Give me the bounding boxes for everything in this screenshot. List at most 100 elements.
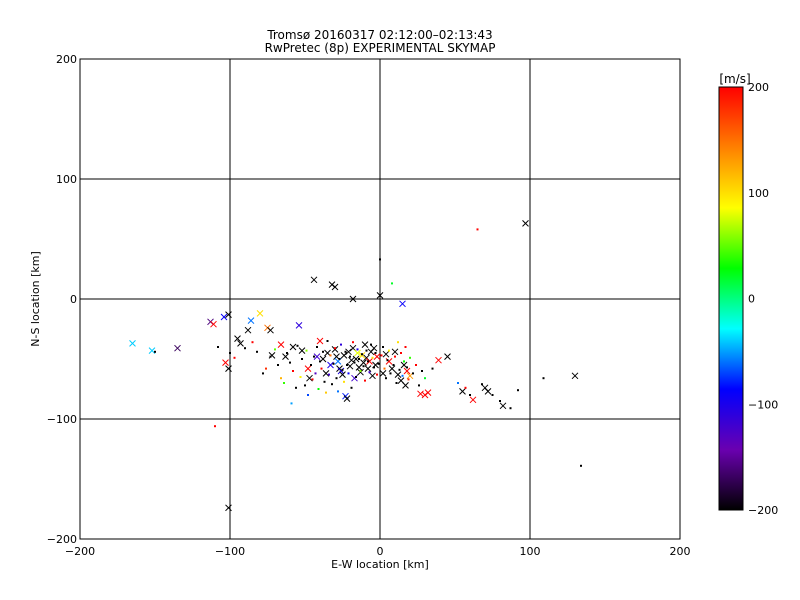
data-point-cross [370,344,378,352]
data-point-cross [304,365,312,372]
marker-fill [476,228,479,231]
marker-stroke [397,377,405,384]
marker-stroke [295,322,303,329]
marker-fill [361,353,363,356]
marker-fill [457,382,459,384]
marker-fill [334,347,336,350]
data-point-cross [417,390,424,398]
marker-fill [229,352,231,354]
x-tick-label: 100 [520,545,541,558]
data-point-dot [509,407,512,410]
data-point-dot [286,352,288,354]
data-point-cross [313,353,321,360]
marker-stroke [435,356,442,364]
data-point-cross [402,382,409,389]
marker-fill [380,354,383,357]
marker-fill [344,350,347,353]
marker-stroke [322,370,330,377]
data-point-dot [338,358,341,360]
data-point-cross [354,349,361,357]
marker-fill [364,379,366,382]
marker-stroke [339,371,346,378]
axis-layer: −200 −100 0 100 200 −200 −100 0 100 200 [47,53,691,558]
marker-stroke [220,313,228,321]
marker-fill [233,356,236,359]
data-point-dot [319,360,321,363]
marker-fill [313,355,315,358]
data-point-dot [274,348,276,351]
data-point-cross [234,335,241,342]
marker-fill [251,341,254,344]
marker-fill [412,372,414,375]
data-point-dot [415,364,417,366]
data-point-cross [267,326,274,334]
data-point-dot [299,376,302,378]
marker-stroke [210,320,217,328]
marker-stroke [388,365,396,372]
y-axis-label: N-S location [km] [29,251,42,347]
data-point-dot [350,386,353,389]
data-point-dot [311,378,314,381]
marker-fill [398,368,401,371]
marker-stroke [382,350,390,358]
data-point-dot [476,228,479,231]
chart-title: Tromsø 20160317 02:12:00–02:13:43 [267,28,493,42]
data-point-dot [361,353,363,356]
marker-fill [286,352,288,354]
data-point-cross [174,344,181,352]
marker-fill [347,372,350,375]
data-point-dot [371,356,374,359]
data-point-dot [580,464,582,467]
marker-stroke [304,365,312,372]
marker-fill [542,377,545,380]
data-point-dot [314,372,317,375]
marker-stroke [237,340,244,347]
data-point-dot [320,367,323,370]
data-point-dot [289,361,291,364]
colorbar-tick-label: 200 [748,81,769,94]
marker-stroke [313,353,321,360]
marker-stroke [349,344,357,352]
marker-stroke [225,504,232,512]
data-point-dot [404,346,407,348]
marker-stroke [499,402,507,410]
data-point-dot [397,341,399,344]
points-layer [129,220,582,512]
data-point-cross [366,358,373,365]
data-point-cross [282,353,289,360]
data-point-dot [352,341,354,344]
marker-fill [307,394,309,396]
marker-stroke [298,347,306,354]
marker-fill [431,367,434,370]
marker-fill [469,394,471,396]
marker-stroke [571,372,579,380]
data-point-dot [292,370,294,372]
data-point-cross [331,346,339,353]
data-point-cross [316,337,324,345]
data-point-dot [349,355,351,358]
marker-stroke [370,344,378,352]
colorbar-tick-label: −200 [748,504,778,517]
data-point-dot [269,355,272,358]
marker-fill [280,377,282,380]
data-point-cross [424,389,432,396]
data-point-dot [376,373,378,376]
marker-fill [400,352,402,354]
data-point-dot [395,382,398,384]
x-tick-label: 200 [670,545,691,558]
data-point-cross [394,371,402,378]
marker-fill [277,364,279,366]
data-point-dot [154,350,156,353]
marker-stroke [444,353,451,360]
marker-fill [362,365,365,368]
data-point-cross [376,292,384,299]
colorbar-tick-label: 100 [748,187,769,200]
data-point-dot [316,346,318,348]
data-point-cross [244,326,252,334]
marker-fill [395,382,398,384]
data-point-cross [210,320,217,328]
marker-stroke [336,365,343,372]
colorbar-ticks: −200 −100 0 100 200 [748,81,778,517]
marker-fill [329,354,332,357]
marker-stroke [346,362,354,370]
